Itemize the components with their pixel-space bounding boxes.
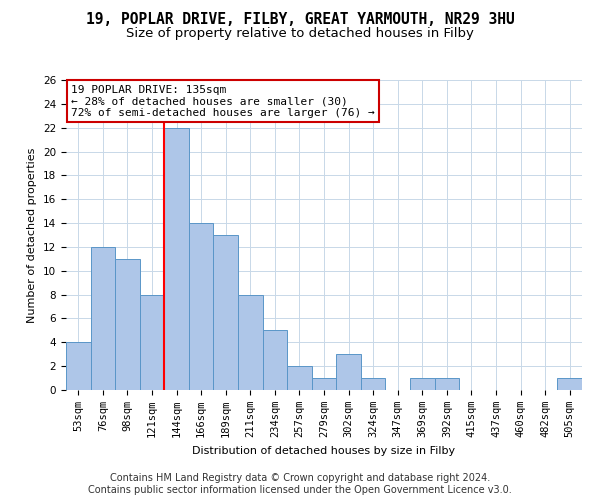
X-axis label: Distribution of detached houses by size in Filby: Distribution of detached houses by size … (193, 446, 455, 456)
Bar (238, 294, 263, 390)
Text: Size of property relative to detached houses in Filby: Size of property relative to detached ho… (126, 28, 474, 40)
Bar (140, 294, 164, 390)
Bar (189, 223, 214, 390)
Text: Contains HM Land Registry data © Crown copyright and database right 2024.
Contai: Contains HM Land Registry data © Crown c… (88, 474, 512, 495)
Bar (336, 354, 361, 390)
Bar (115, 259, 140, 390)
Bar (557, 378, 582, 390)
Bar (410, 378, 434, 390)
Bar (91, 247, 115, 390)
Bar (287, 366, 312, 390)
Bar (214, 235, 238, 390)
Bar (434, 378, 459, 390)
Text: 19, POPLAR DRIVE, FILBY, GREAT YARMOUTH, NR29 3HU: 19, POPLAR DRIVE, FILBY, GREAT YARMOUTH,… (86, 12, 514, 28)
Y-axis label: Number of detached properties: Number of detached properties (28, 148, 37, 322)
Bar (361, 378, 385, 390)
Bar (263, 330, 287, 390)
Bar (312, 378, 336, 390)
Text: 19 POPLAR DRIVE: 135sqm
← 28% of detached houses are smaller (30)
72% of semi-de: 19 POPLAR DRIVE: 135sqm ← 28% of detache… (71, 84, 375, 118)
Bar (164, 128, 189, 390)
Bar (66, 342, 91, 390)
